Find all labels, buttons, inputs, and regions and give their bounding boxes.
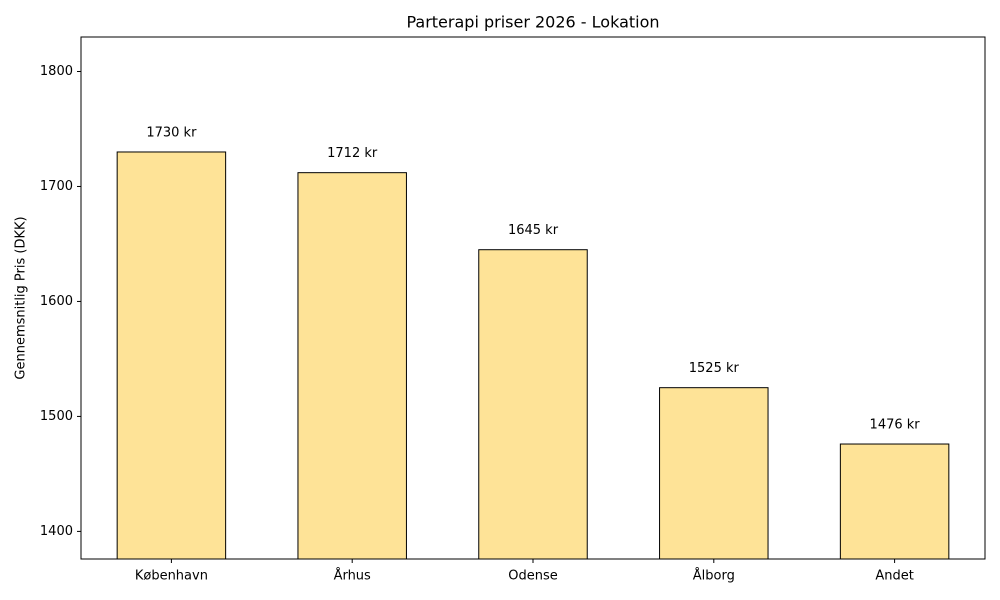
- value-label: 1645 kr: [508, 223, 559, 238]
- y-axis-label: Gennemsnitlig Pris (DKK): [14, 216, 29, 379]
- x-tick-label: Odense: [508, 569, 558, 584]
- plot-frame: [80, 36, 986, 560]
- bar: [297, 172, 407, 560]
- x-tick-label: Ålborg: [693, 568, 735, 584]
- x-tick-label: København: [135, 569, 208, 584]
- bar: [478, 249, 588, 560]
- value-label: 1525 kr: [689, 361, 740, 376]
- y-tick-label: 1600: [40, 294, 73, 309]
- y-tick-label: 1400: [40, 524, 73, 539]
- bar: [116, 151, 227, 560]
- y-tick-label: 1800: [40, 64, 73, 79]
- value-label: 1712 kr: [327, 146, 378, 161]
- value-label: 1476 kr: [870, 418, 921, 433]
- bar: [839, 443, 950, 560]
- y-tick-label: 1500: [40, 409, 73, 424]
- y-tick-label: 1700: [40, 179, 73, 194]
- bar: [659, 387, 769, 560]
- value-label: 1730 kr: [146, 125, 197, 140]
- x-tick-label: Århus: [334, 568, 371, 584]
- x-tick-label: Andet: [875, 569, 913, 584]
- chart-title: Parterapi priser 2026 - Lokation: [406, 13, 659, 32]
